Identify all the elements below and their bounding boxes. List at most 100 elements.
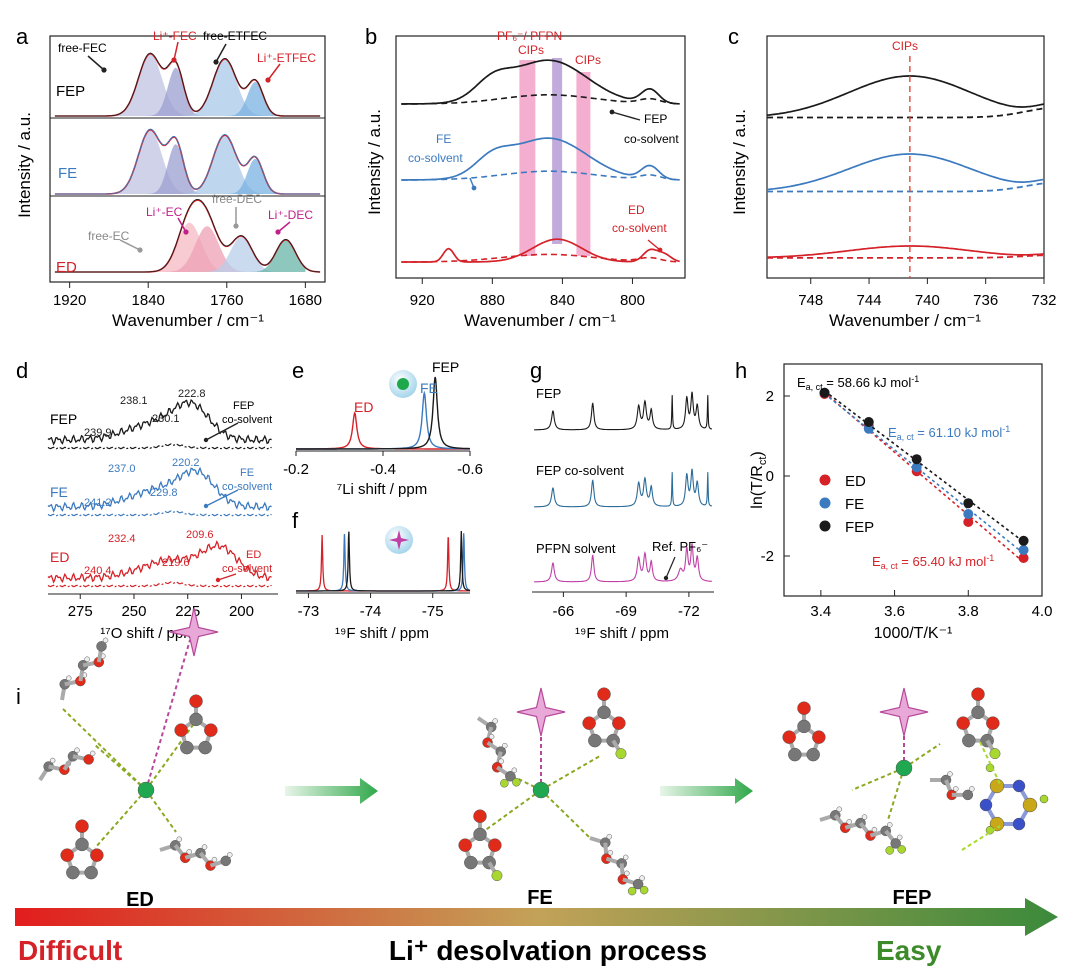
ed-coord-1 <box>61 707 147 791</box>
fe-ring-1-atom-f <box>615 748 627 760</box>
fep-coord-0 <box>851 767 905 791</box>
panel-c: c Intensity / a.u. 748 744 740 736 732 Waven… <box>728 24 1057 330</box>
fep-hbond-1 <box>961 825 1001 851</box>
process-arrow-1-icon <box>285 778 378 804</box>
h-ytick-label-2: -2 <box>761 548 774 565</box>
ed-chain-2-h-0 <box>65 675 72 681</box>
panel-letter-f: f <box>292 508 299 533</box>
ed-chain-2-atom-4 <box>96 641 107 652</box>
ed-ring-2-atom-1 <box>90 848 104 862</box>
fep-li-atom <box>895 759 913 777</box>
d-label-ED: ED <box>50 549 69 565</box>
a-FE-component-3 <box>89 158 306 194</box>
fe-ring-1-atom-0 <box>597 705 611 720</box>
a-label-FE: FE <box>58 165 77 182</box>
b-ann-FEP-co: co-solvent <box>624 132 679 146</box>
c-x-ticks: 748 744 740 736 732 <box>798 278 1057 309</box>
g-FEP-line <box>534 391 713 431</box>
fep-chain-1-h-0 <box>836 806 843 813</box>
d-arrow-0 <box>205 422 239 441</box>
h-FEP-point-3 <box>963 498 974 509</box>
fe-ring-1-atom-1 <box>612 716 626 730</box>
d-ED-line <box>47 540 272 584</box>
d-label-FEP: FEP <box>50 411 77 427</box>
a-ann-LiFEC: Li⁺-FEC <box>153 29 197 43</box>
mol-label-FE: FE <box>527 887 553 909</box>
d-ann-FE: FE <box>240 467 254 479</box>
d-tick-label-1: 250 <box>121 603 146 620</box>
b-ann-FE-co: co-solvent <box>408 151 463 165</box>
panel-letter-b: b <box>365 24 377 49</box>
a-FE-component-0 <box>89 130 306 194</box>
a-ann-freeFEC: free-FEC <box>58 41 107 55</box>
d-ann-ED-co: co-solvent <box>222 563 272 575</box>
fep-chain-1-atom-f1 <box>897 845 906 854</box>
ed-chain-3-atom-4 <box>220 855 231 867</box>
panel-a: a Intensity / a.u. 1920 1840 1760 1680 Wave… <box>15 24 326 330</box>
h-xtick-label-2: 3.8 <box>958 603 979 620</box>
c-xlabel: Wavenumber / cm⁻¹ <box>829 311 981 330</box>
f-xlabel: ¹⁹F shift / ppm <box>335 625 429 642</box>
panel-b: b Intensity / a.u. 920 880 840 800 Wavenumb… <box>365 24 686 330</box>
b-ann-FE: FE <box>436 132 451 146</box>
g-label-FEP: FEP <box>536 386 561 401</box>
a-plot-area <box>54 41 321 273</box>
e-tick-label-2: -0.6 <box>457 461 483 478</box>
h-FEP-point-2 <box>911 454 922 465</box>
a-frame <box>49 35 326 283</box>
g-tick-label-2: -72 <box>678 603 700 620</box>
g-PFPN-line <box>534 543 713 583</box>
d-peak-label-ED-2: 240.4 <box>84 565 112 577</box>
panel-letter-i: i <box>16 684 21 709</box>
a-ED-component-2 <box>89 236 306 272</box>
d-peak-label-FEP-3: 230.1 <box>152 413 180 425</box>
b-arrow-head-0 <box>609 109 615 115</box>
fep-chain-1-h-4 <box>886 822 893 828</box>
a-ED-component-1 <box>89 226 306 272</box>
pf6-star-icon <box>389 530 409 550</box>
b-FE-cosolvent-line <box>401 170 680 181</box>
a-arrow-head-4 <box>137 247 143 253</box>
h-ylabel-close: ) <box>749 451 766 456</box>
fep-pfpn-f-0 <box>1039 794 1049 804</box>
solvation-structures <box>38 607 1049 896</box>
a-FEP-component-3 <box>89 81 306 116</box>
h-ytick-label-0: 2 <box>766 388 774 405</box>
d-arrow-head-2 <box>215 577 221 583</box>
fep-chain-2-atom-2 <box>962 789 974 801</box>
ed-coord-2 <box>145 717 199 791</box>
h-legend-ED: ED <box>845 473 866 490</box>
h-FE-point-3 <box>963 509 974 519</box>
fep-pfpn-atom-3 <box>979 798 993 812</box>
b-arrow-2 <box>647 239 661 251</box>
panel-g: g -66 -69 -72 ¹⁹F shift / ppm FEP FEP co-s… <box>530 358 714 642</box>
a-label-ED: ED <box>56 259 77 276</box>
e-tick-label-0: -0.2 <box>283 461 309 478</box>
ed-coord-4 <box>145 789 177 833</box>
e-label-ED: ED <box>354 399 373 415</box>
b-arrow-head-2 <box>657 247 663 253</box>
g-ref-arrow-head <box>663 575 669 581</box>
h-ED-point-3 <box>963 517 974 527</box>
a-tick-label-0: 1920 <box>53 292 86 309</box>
ed-pf6-link <box>145 639 191 791</box>
d-peak-label-ED-3: 219.6 <box>162 557 190 569</box>
e-tick-label-1: -0.4 <box>370 461 396 478</box>
panel-letter-d: d <box>16 358 28 383</box>
h-xtick-label-3: 4.0 <box>1032 603 1053 620</box>
d-arrow-1 <box>205 489 239 507</box>
d-peak-label-FE-1: 220.2 <box>172 457 200 469</box>
a-FE-component-1 <box>89 144 306 194</box>
b-ann-CIPs-left: CIPs <box>518 43 544 57</box>
fep-ring-1-atom-0 <box>797 719 811 734</box>
c-tick-label-3: 736 <box>973 292 998 309</box>
b-arrow-0 <box>611 111 641 121</box>
d-tick-label-0: 275 <box>68 603 93 620</box>
b-ann-PF6: PF₆⁻/ PFPN <box>497 29 562 43</box>
ed-ring-2-atom-o <box>75 819 89 833</box>
h-xtick-label-0: 3.4 <box>810 603 831 620</box>
fe-chain-2-h-0 <box>606 833 613 840</box>
bottom-process: Li⁺ desolvation process <box>389 935 707 966</box>
b-ann-ED: ED <box>628 203 645 217</box>
